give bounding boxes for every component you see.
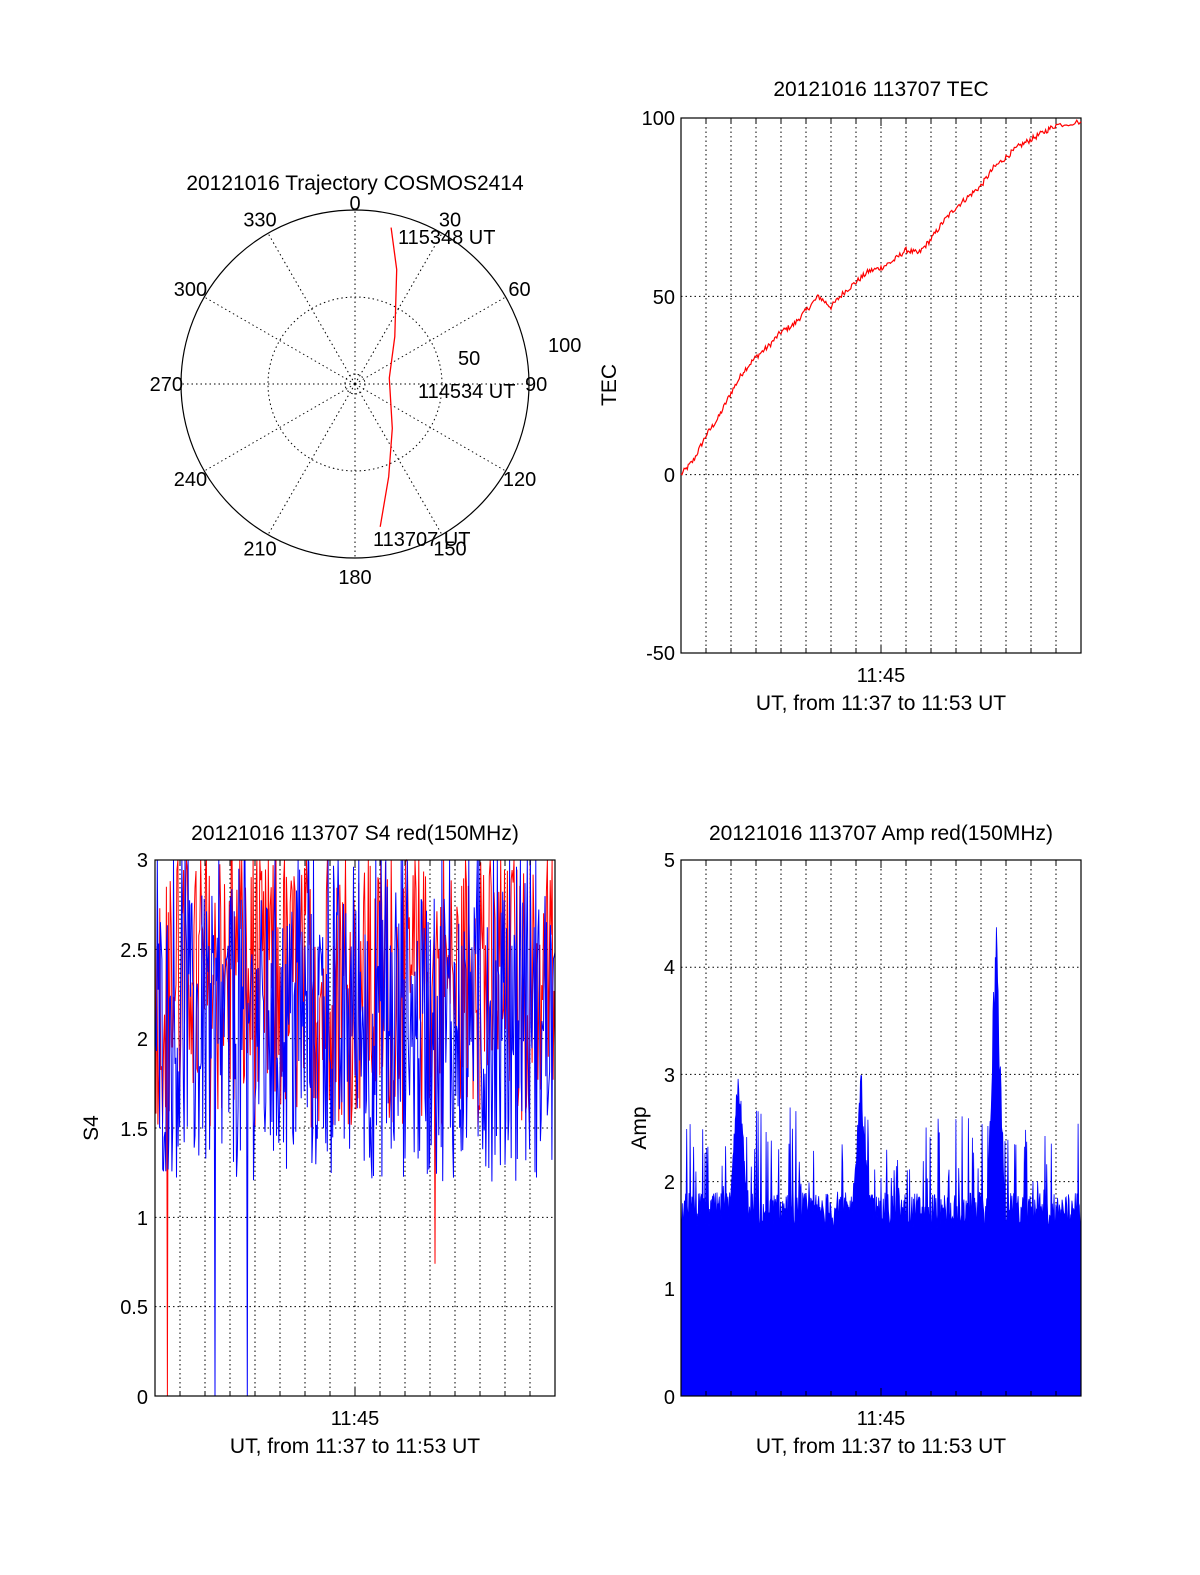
tec-series-line <box>680 118 1082 476</box>
tec-ytick-100: 100 <box>642 108 675 130</box>
polar-grid-spoke <box>354 296 506 385</box>
polar-angle-label: 0 <box>349 193 360 215</box>
tec-ticks <box>705 118 1057 653</box>
amp-ytick-2: 2 <box>664 1172 675 1194</box>
polar-angle-label: 150 <box>433 539 466 561</box>
s4-ytick-0-5: 0.5 <box>120 1297 148 1319</box>
polar-grid-spoke <box>267 383 356 535</box>
polar-annotation-middle: 114534 UT <box>418 381 515 403</box>
s4-xtick-label: 11:45 <box>331 1408 380 1430</box>
polar-panel: 20121016 Trajectory COSMOS2414 0 30 60 90 12… <box>150 172 582 589</box>
polar-grid-spoke <box>354 383 443 535</box>
tec-xlabel: UT, from 11:37 to 11:53 UT <box>756 692 1006 715</box>
tec-title: 20121016 113707 TEC <box>773 78 988 101</box>
polar-grid-spoke <box>354 233 443 385</box>
s4-ytick-3: 3 <box>137 850 148 872</box>
amp-ticks <box>705 860 1057 1396</box>
amp-ylabel: Amp <box>628 1106 651 1149</box>
tec-ylabel: TEC <box>598 364 621 406</box>
polar-radial-label-50: 50 <box>458 348 480 370</box>
polar-angle-label: 240 <box>174 469 207 491</box>
polar-grid-spoke <box>204 383 356 472</box>
amp-xtick-label: 11:45 <box>857 1408 906 1430</box>
polar-angle-labels: 0 30 60 90 120 150 180 210 240 270 300 330 <box>150 193 548 589</box>
amp-ytick-1: 1 <box>664 1279 675 1301</box>
s4-ylabel: S4 <box>80 1115 103 1141</box>
amp-ytick-0: 0 <box>664 1387 675 1409</box>
polar-outer-circle <box>180 209 530 559</box>
s4-ytick-2: 2 <box>137 1029 148 1051</box>
polar-grid-spoke <box>354 383 506 472</box>
amp-series-fill <box>680 927 1082 1397</box>
amp-title: 20121016 113707 Amp red(150MHz) <box>709 822 1053 845</box>
amp-ytick-5: 5 <box>664 850 675 872</box>
polar-radial-label-100: 100 <box>548 335 581 357</box>
s4-panel: 20121016 113707 S4 red(150MHz) 3 2.5 2 1… <box>80 822 556 1458</box>
polar-angle-label: 330 <box>243 209 276 231</box>
polar-grid-spoke <box>267 233 356 385</box>
s4-ticks <box>179 860 531 1396</box>
polar-angle-label: 120 <box>503 469 536 491</box>
polar-annotation-end: 113707 UT <box>373 529 470 551</box>
amp-panel: 20121016 113707 Amp red(150MHz) 5 4 3 2 … <box>628 822 1082 1458</box>
polar-angle-label: 180 <box>338 567 371 589</box>
s4-ytick-1: 1 <box>137 1208 148 1230</box>
polar-angle-label: 210 <box>243 539 276 561</box>
polar-grid-spoke <box>204 296 356 385</box>
polar-trajectory-line <box>379 227 398 527</box>
tec-grid <box>681 118 1081 653</box>
polar-angle-label: 270 <box>150 374 183 396</box>
tec-xtick-label: 11:45 <box>857 665 906 687</box>
s4-title: 20121016 113707 S4 red(150MHz) <box>191 822 519 845</box>
polar-grid <box>181 210 529 558</box>
polar-angle-label: 30 <box>439 209 461 231</box>
s4-xlabel: UT, from 11:37 to 11:53 UT <box>230 1435 480 1458</box>
polar-angle-label: 60 <box>508 279 530 301</box>
tec-ytick-50: 50 <box>653 287 675 309</box>
s4-ytick-1-5: 1.5 <box>120 1119 148 1141</box>
tec-ytick-0: 0 <box>664 465 675 487</box>
tec-panel: 20121016 113707 TEC 100 50 0 -50 TEC 11:… <box>598 78 1082 715</box>
polar-annotation-start: 115348 UT <box>398 227 495 249</box>
s4-ytick-0: 0 <box>137 1387 148 1409</box>
s4-series-blue <box>154 859 556 1397</box>
polar-angle-label: 90 <box>525 374 547 396</box>
s4-ytick-2-5: 2.5 <box>120 940 148 962</box>
polar-title: 20121016 Trajectory COSMOS2414 <box>186 172 524 195</box>
amp-ytick-3: 3 <box>664 1065 675 1087</box>
polar-angle-label: 300 <box>174 279 207 301</box>
amp-ytick-4: 4 <box>664 957 675 979</box>
amp-xlabel: UT, from 11:37 to 11:53 UT <box>756 1435 1006 1458</box>
tec-ytick-minus50: -50 <box>646 643 675 665</box>
